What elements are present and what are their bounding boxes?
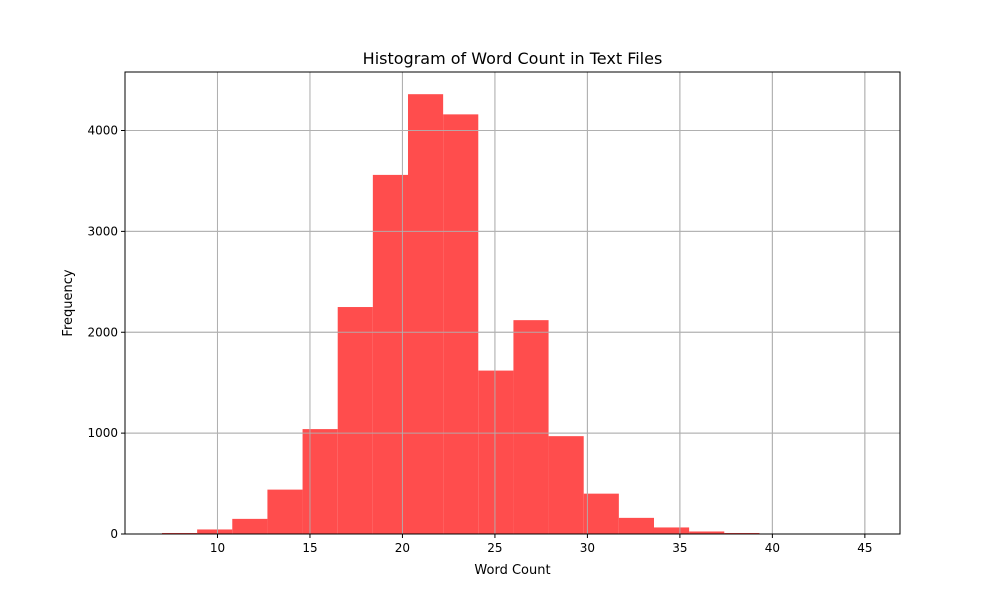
- y-tick-label: 3000: [87, 224, 118, 238]
- histogram-bar: [408, 94, 443, 534]
- x-tick-label: 10: [210, 541, 225, 555]
- histogram-bar: [443, 114, 478, 534]
- y-tick-label: 0: [110, 527, 118, 541]
- x-axis-label: Word Count: [474, 563, 550, 578]
- y-axis-label: Frequency: [61, 269, 76, 336]
- x-tick-label: 40: [765, 541, 780, 555]
- histogram-bar: [654, 527, 689, 534]
- histogram-bar: [549, 436, 584, 534]
- histogram-bar: [619, 518, 654, 534]
- y-tick-label: 4000: [87, 124, 118, 138]
- chart-title: Histogram of Word Count in Text Files: [363, 49, 663, 68]
- histogram-bar: [338, 307, 373, 534]
- x-tick-label: 15: [302, 541, 317, 555]
- x-tick-label: 35: [672, 541, 687, 555]
- histogram-bar: [478, 371, 513, 534]
- x-tick-label: 25: [487, 541, 502, 555]
- histogram-bar: [303, 429, 338, 534]
- x-tick-label: 30: [580, 541, 595, 555]
- y-tick-label: 2000: [87, 325, 118, 339]
- x-tick-label: 45: [857, 541, 872, 555]
- y-tick-label: 1000: [87, 426, 118, 440]
- histogram-bar: [197, 529, 232, 534]
- histogram-bar: [267, 490, 302, 534]
- x-tick-label: 20: [395, 541, 410, 555]
- histogram-bar: [513, 320, 548, 534]
- histogram-bar: [584, 494, 619, 534]
- histogram-bar: [232, 519, 267, 534]
